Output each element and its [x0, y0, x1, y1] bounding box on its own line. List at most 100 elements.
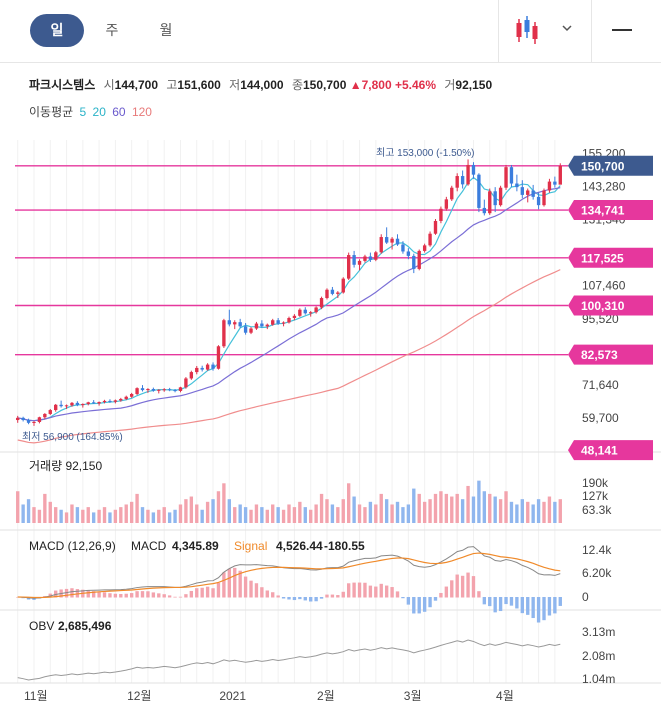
obv-value: 2,685,496	[58, 619, 112, 633]
volume-bar	[200, 509, 204, 523]
volume-bar	[184, 499, 188, 523]
candle	[189, 372, 194, 379]
macd-histogram	[216, 582, 221, 598]
candle	[309, 312, 313, 314]
x-axis-label: 2021	[219, 689, 246, 703]
candle	[374, 252, 378, 260]
volume-bar	[515, 504, 519, 523]
candle	[401, 244, 405, 252]
menu-icon[interactable]	[612, 29, 632, 31]
macd-histogram	[471, 576, 476, 598]
macd-histogram	[520, 597, 524, 614]
candle	[363, 256, 367, 261]
volume-axis-label: 63.3k	[582, 503, 612, 517]
macd-histogram	[406, 597, 411, 605]
high-annotation: 최고 153,000 (-1.50%)	[376, 147, 474, 159]
volume-bar	[401, 507, 405, 523]
price-marker	[568, 440, 653, 461]
volume-bar	[547, 496, 552, 523]
macd-histogram	[70, 588, 74, 598]
candle	[390, 238, 394, 243]
candle	[146, 388, 150, 391]
macd-histogram	[509, 597, 514, 606]
price-marker	[568, 295, 653, 316]
low-annotation: 최저 56,900 (164.85%)	[22, 431, 123, 443]
candle	[54, 404, 58, 411]
signal-value: 4,526.44	[276, 539, 323, 553]
x-axis-label: 3월	[404, 689, 422, 703]
volume-bar	[102, 507, 107, 523]
candle	[412, 255, 416, 269]
candle	[238, 322, 242, 327]
volume-bar	[189, 496, 194, 523]
candle	[357, 260, 362, 265]
chart-type-dropdown[interactable]	[498, 0, 592, 62]
volume-bar	[460, 499, 465, 523]
candle	[129, 393, 134, 397]
candle	[428, 233, 432, 246]
candle	[298, 309, 302, 316]
candle	[265, 324, 269, 327]
price-marker	[568, 155, 653, 176]
candle	[157, 389, 161, 391]
volume-bar	[417, 493, 421, 523]
macd-histogram	[444, 586, 449, 598]
volume-bar	[119, 507, 123, 523]
candle	[59, 404, 63, 407]
volume-bar	[243, 507, 248, 523]
candle	[368, 256, 373, 260]
volume-bar	[498, 499, 503, 523]
macd-histogram	[531, 597, 535, 619]
volume-bar	[178, 504, 183, 523]
macd-histogram	[384, 585, 389, 598]
candle	[48, 410, 52, 414]
tab-month[interactable]: 월	[159, 22, 173, 38]
macd-histogram	[450, 580, 454, 598]
tab-day[interactable]: 일	[30, 14, 84, 47]
candle	[547, 181, 552, 191]
ma60-line	[17, 269, 561, 444]
price-marker	[568, 200, 653, 221]
candle	[303, 309, 307, 314]
volume-bar	[249, 509, 253, 523]
candle	[271, 320, 275, 325]
macd-axis-label: 0	[582, 590, 589, 604]
volume-bar	[455, 493, 459, 523]
ma20-line	[17, 187, 561, 422]
volume-bar	[298, 501, 302, 523]
volume-bar	[433, 493, 438, 523]
volume-bar	[531, 504, 535, 523]
macd-histogram	[460, 575, 465, 598]
volume-bar	[368, 501, 373, 523]
volume-bar	[113, 509, 118, 523]
macd-histogram	[276, 595, 280, 598]
macd-histogram	[401, 597, 405, 599]
macd-histogram	[553, 597, 557, 614]
macd-histogram	[102, 592, 107, 598]
macd-histogram	[271, 592, 275, 598]
price-axis-label: 143,280	[582, 179, 626, 193]
candle	[260, 323, 264, 327]
macd-histogram	[167, 595, 172, 598]
volume-bar	[276, 507, 280, 523]
volume-bar	[412, 488, 416, 523]
top-toolbar: 일 주 월	[0, 0, 661, 63]
candle	[488, 191, 492, 214]
volume-bar	[488, 493, 492, 523]
volume-bar	[553, 501, 557, 523]
tab-week[interactable]: 주	[105, 22, 119, 38]
macd-histogram	[281, 597, 286, 599]
macd-histogram	[309, 597, 313, 602]
volume-bar	[352, 496, 356, 523]
macd-histogram	[292, 597, 297, 601]
candle	[37, 417, 42, 422]
price-axis-label: 59,700	[582, 411, 619, 425]
volume-bar	[520, 499, 524, 523]
volume-axis-label: 127k	[582, 489, 609, 503]
macd-histogram	[526, 597, 530, 615]
volume-bar	[477, 480, 481, 523]
x-axis-label: 12월	[127, 689, 151, 703]
candle	[91, 402, 96, 404]
candle	[243, 326, 248, 333]
